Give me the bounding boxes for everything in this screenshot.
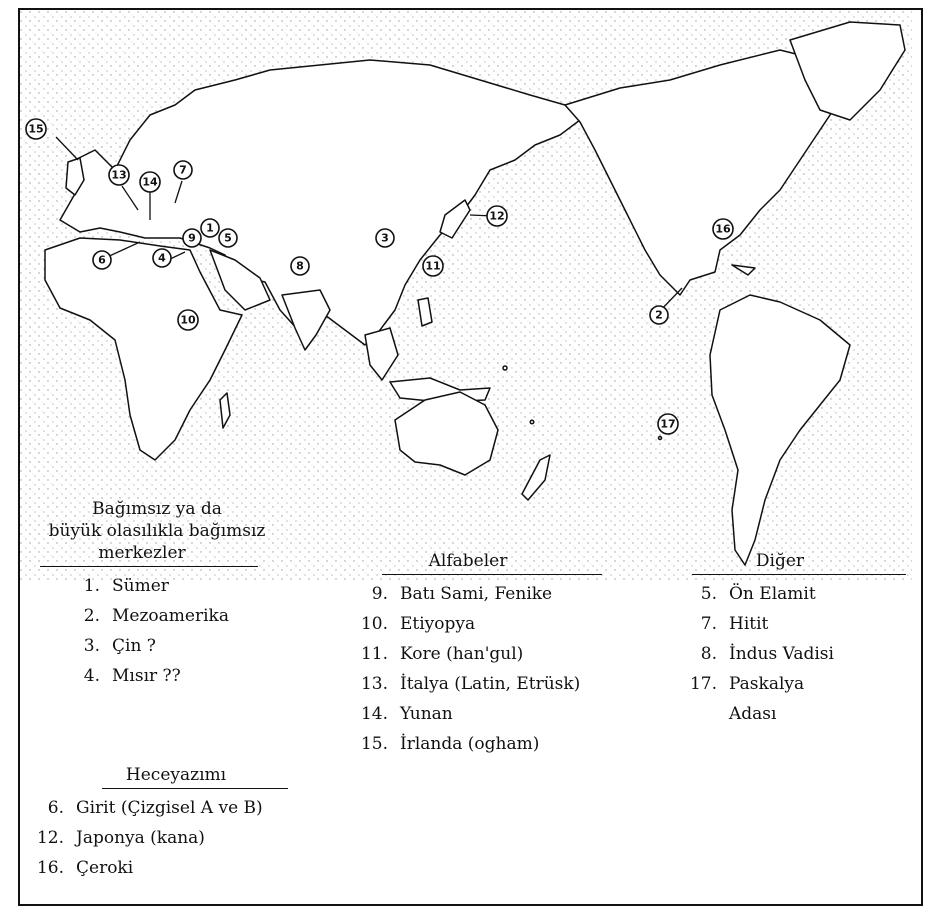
legend-syllabaries-rule [102,788,288,789]
legend-syllabaries: Heceyazımı 6. Girit (Çizgisel A ve B) 12.… [26,764,336,883]
legend-item: 11. Kore (han'gul) [360,644,524,664]
southeast-asia [364,327,399,381]
legend-item: 4. Mısır ?? [83,666,181,686]
legend-item: 6. Girit (Çizgisel A ve B) [47,798,263,818]
madagascar [219,392,231,429]
legend-item: 7. Hitit [700,614,769,634]
svg-text:16: 16 [715,223,731,236]
legend-other: Diğer 5. Ön Elamit 7. Hitit 8. İndus Vadisi… [680,550,910,729]
legend-item: 16. Çeroki [36,858,134,878]
svg-text:2: 2 [655,309,663,322]
legend-item: 8. İndus Vadisi [700,644,834,664]
svg-text:17: 17 [660,418,675,431]
legend-item: 3. Çin ? [83,636,156,656]
marker-14: 14 [139,171,161,193]
svg-text:10: 10 [180,314,196,327]
marker-9: 9 [182,228,202,248]
legend-item: 15. İrlanda (ogham) [360,734,540,754]
marker-8: 8 [290,256,310,276]
legend-item: 2. Mezoamerika [83,606,229,626]
legend-item: 13. İtalya (Latin, Etrüsk) [360,674,581,694]
legend-item: 10. Etiyopya [360,614,476,634]
arabia [209,249,271,311]
marker-1: 1 [200,218,220,238]
legend-item: 14. Yunan [360,704,453,724]
legend-item: Adası [729,704,777,724]
legend-centers-title-1: Bağımsız ya da [92,499,222,519]
new-zealand [521,454,551,501]
pacific-island [529,419,535,425]
marker-7: 7 [173,160,193,180]
legend-item: 9. Batı Sami, Fenike [371,584,553,604]
legend-alphabets-title: Alfabeler [428,551,508,571]
britain [65,157,85,196]
philippines [417,297,433,327]
marker-11: 11 [422,255,444,277]
svg-text:5: 5 [224,232,232,245]
pacific-island [657,435,663,441]
svg-text:15: 15 [28,123,43,136]
svg-text:6: 6 [98,254,106,267]
india [281,289,331,351]
legend-centers-title-2: büyük olasılıkla bağımsız [48,521,266,541]
svg-text:4: 4 [158,252,166,265]
marker-6: 6 [92,250,112,270]
pacific-island [502,365,508,371]
australia [394,391,499,476]
legend-item: 17. Paskalya [689,674,805,694]
marker-10: 10 [177,309,199,331]
caribbean [731,264,756,276]
svg-text:14: 14 [142,176,158,189]
marker-12: 12 [486,205,508,227]
marker-13: 13 [108,164,130,186]
legend-centers-title-3: merkezler [98,543,186,563]
south-america [709,294,851,566]
marker-2: 2 [649,305,669,325]
landmasses [44,21,906,566]
svg-text:11: 11 [425,260,440,273]
japan [439,199,471,239]
svg-text:3: 3 [381,232,389,245]
north-america [564,49,841,296]
legend-item: 5. Ön Elamit [700,584,816,604]
marker-5: 5 [218,228,238,248]
legend-item: 12. Japonya (kana) [36,828,205,848]
marker-15: 15 [25,118,47,140]
legend-other-rule [692,574,906,575]
legend-other-title: Diğer [755,551,805,571]
legend-independent-centers: Bağımsız ya da büyük olasılıkla bağımsız… [26,498,288,691]
marker-3: 3 [375,228,395,248]
svg-text:9: 9 [188,232,196,245]
legend-syllabaries-title: Heceyazımı [125,765,227,785]
greenland [789,21,906,121]
legend-alphabets: Alfabeler 9. Batı Sami, Fenike 10. Etiyopy… [352,550,652,759]
svg-text:12: 12 [489,210,504,223]
world-map: 1 2 3 4 5 6 7 8 9 10 11 12 13 14 15 16 1… [20,10,912,580]
legend-centers-rule [40,566,258,567]
svg-text:13: 13 [111,169,126,182]
map-frame [18,8,923,906]
svg-text:1: 1 [206,222,214,235]
svg-text:8: 8 [296,260,304,273]
africa [44,237,243,461]
marker-16: 16 [712,218,734,240]
svg-text:7: 7 [179,164,187,177]
marker-17: 17 [657,413,679,435]
legend-alphabets-rule [382,574,602,575]
marker-4: 4 [152,248,172,268]
legend-item: 1. Sümer [83,576,169,596]
